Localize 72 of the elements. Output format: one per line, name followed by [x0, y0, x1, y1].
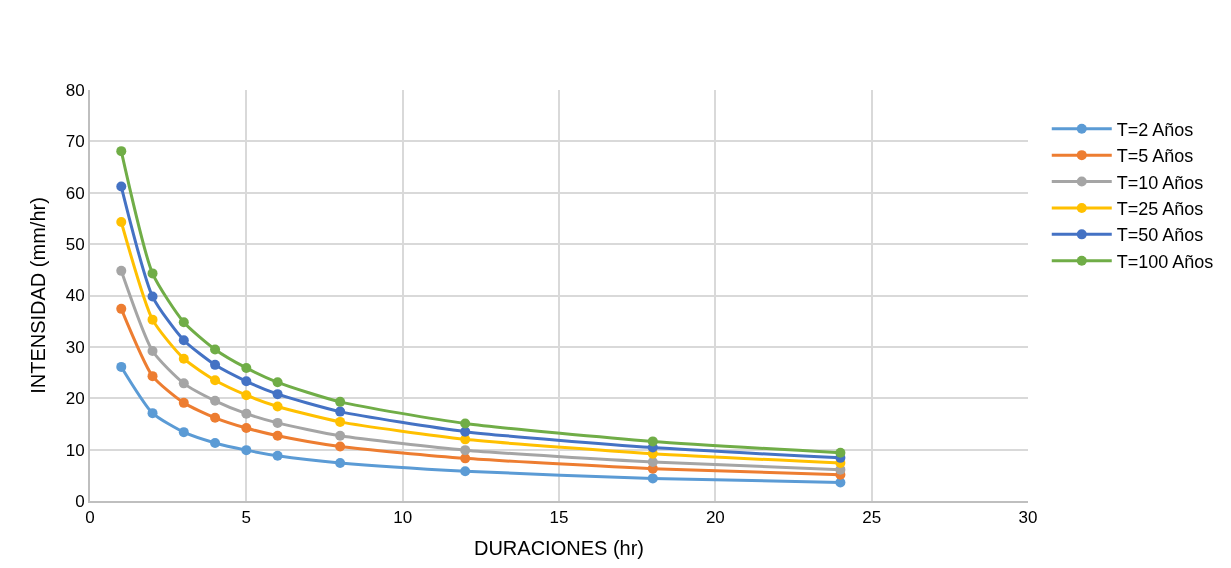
point [178, 317, 189, 328]
x-axis-title: DURACIONES (hr) [473, 537, 645, 560]
point [116, 146, 127, 157]
point [210, 395, 221, 406]
point [647, 473, 658, 484]
point [178, 427, 189, 438]
legend-label: T=25 Años [1116, 198, 1204, 219]
point [241, 390, 252, 401]
point [116, 217, 127, 228]
y-tick-label: 60 [65, 183, 85, 203]
legend-label: T=5 Años [1116, 146, 1194, 167]
legend-label: T=2 Años [1116, 119, 1194, 140]
point [210, 375, 221, 386]
point [178, 397, 189, 408]
point [272, 377, 283, 388]
point [460, 466, 471, 477]
point [147, 268, 158, 279]
y-tick-label: 70 [65, 132, 85, 152]
point [116, 265, 127, 276]
point [116, 303, 127, 314]
point [241, 423, 252, 434]
legend-label: T=100 Años [1116, 251, 1214, 272]
point [272, 430, 283, 441]
legend-label: T=50 Años [1116, 225, 1204, 246]
point [241, 376, 252, 387]
point [335, 396, 346, 407]
point [210, 344, 221, 355]
point [147, 314, 158, 325]
point [241, 362, 252, 373]
point [210, 437, 221, 448]
point [147, 345, 158, 356]
point [335, 416, 346, 427]
point [335, 430, 346, 441]
y-tick-label: 30 [65, 337, 85, 357]
point [241, 445, 252, 456]
point [178, 353, 189, 364]
y-axis-title: INTENSIDAD (mm/hr) [26, 197, 49, 394]
point [147, 408, 158, 419]
point [241, 408, 252, 419]
point [210, 412, 221, 423]
y-tick-label: 20 [65, 389, 85, 409]
point [460, 426, 471, 437]
y-tick-label: 40 [65, 286, 85, 306]
point [272, 401, 283, 412]
point [178, 378, 189, 389]
point [460, 445, 471, 456]
y-tick-label: 80 [65, 80, 85, 100]
point [272, 417, 283, 428]
point [460, 418, 471, 429]
point [835, 447, 846, 458]
point [147, 291, 158, 302]
point [147, 371, 158, 382]
y-tick-label: 50 [65, 235, 85, 255]
point [272, 450, 283, 461]
y-tick-label: 10 [65, 440, 85, 460]
x-tick-label: 10 [393, 508, 413, 528]
point [116, 361, 127, 372]
x-tick-label: 15 [549, 508, 569, 528]
y-tick-label: 0 [75, 491, 85, 511]
point [178, 335, 189, 346]
point [647, 436, 658, 447]
x-tick-label: 30 [1018, 508, 1038, 528]
x-tick-label: 5 [241, 508, 252, 528]
legend-label: T=10 Años [1116, 172, 1204, 193]
point [116, 181, 127, 192]
x-tick-label: 25 [862, 508, 882, 528]
point [272, 389, 283, 400]
point [210, 359, 221, 370]
point [335, 457, 346, 468]
point [335, 441, 346, 452]
x-tick-label: 20 [705, 508, 725, 528]
point [335, 406, 346, 417]
